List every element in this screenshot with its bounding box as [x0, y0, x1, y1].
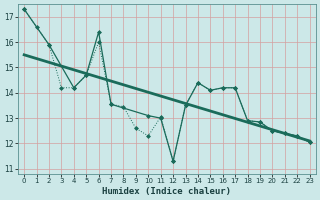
X-axis label: Humidex (Indice chaleur): Humidex (Indice chaleur) — [102, 187, 231, 196]
